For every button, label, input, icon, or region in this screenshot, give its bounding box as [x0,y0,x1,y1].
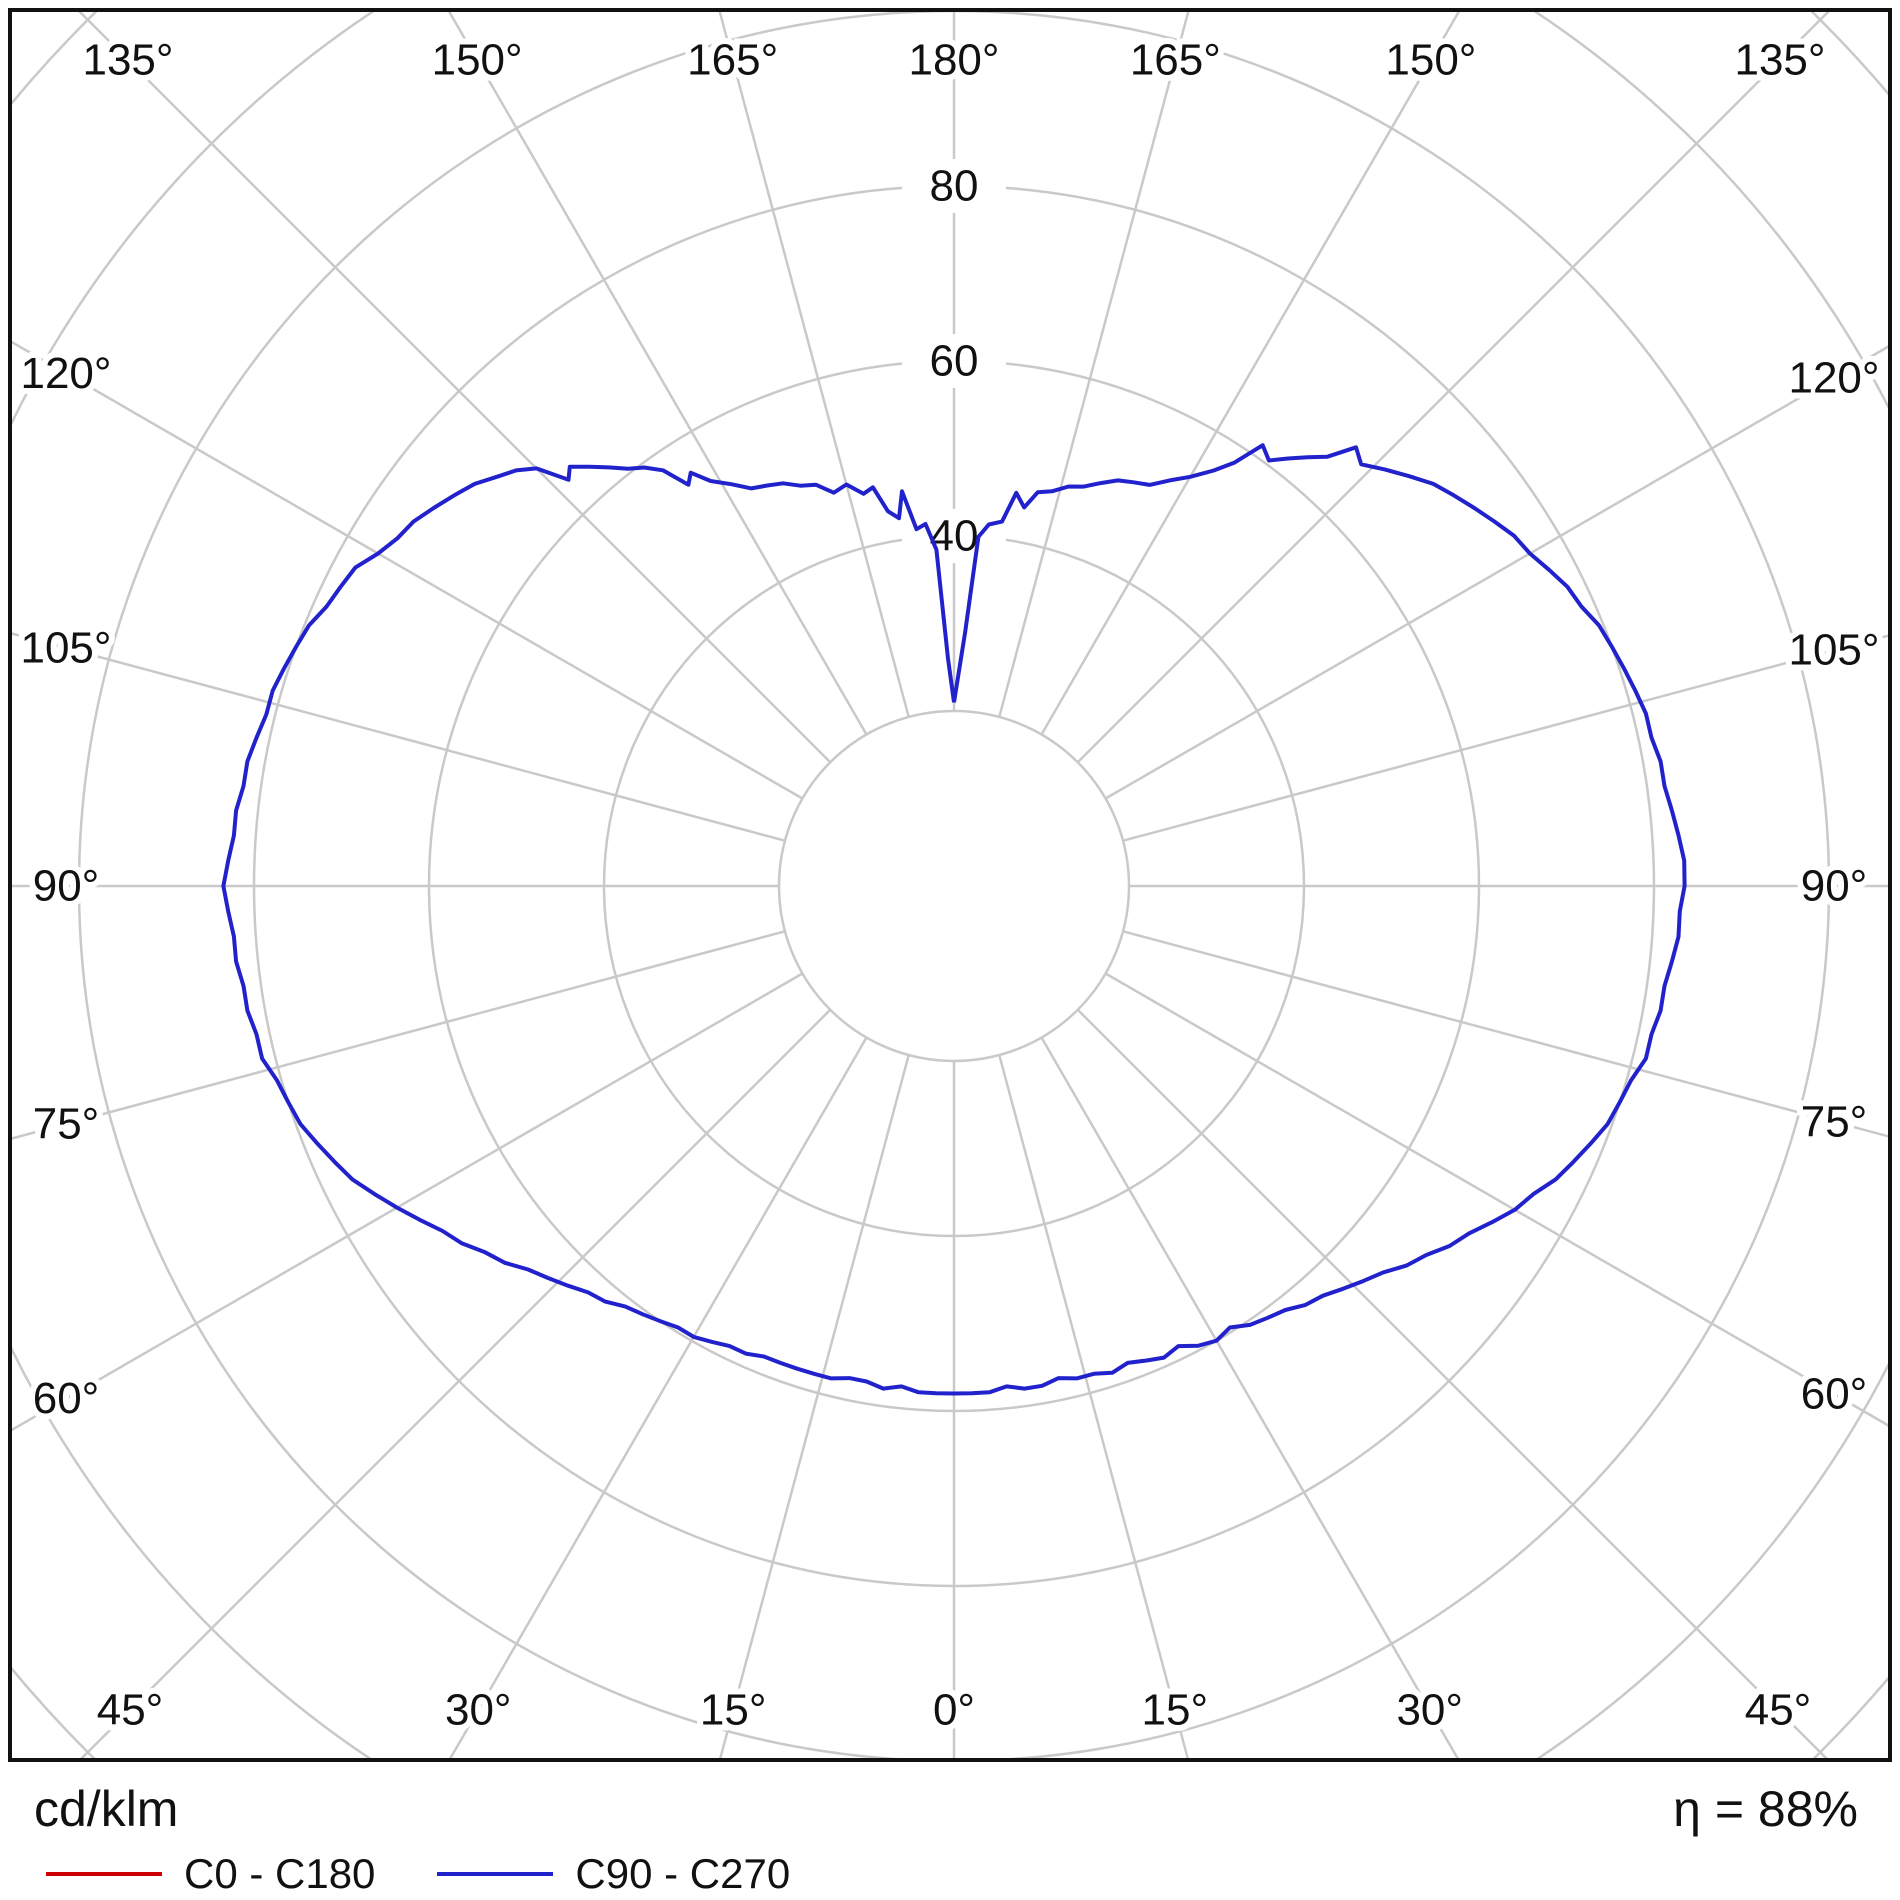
grid-spoke-105-right [1122,634,1888,842]
grid-spoke-120-right [1104,345,1888,800]
grid-spoke-60-right [1104,972,1888,1427]
footer: cd/klm η = 88% C0 - C180 C90 - C270 [8,1762,1892,1900]
grid-spoke-165-left [718,12,910,718]
angle-label-45-left: 45° [97,1686,164,1735]
grid-spoke-75-right [1122,930,1888,1138]
footer-row: cd/klm η = 88% [8,1762,1892,1838]
angle-label-135-right: 135° [1734,36,1825,85]
angle-label-60-right: 60° [1801,1370,1868,1419]
grid-spoke-60-left [12,972,804,1432]
unit-label: cd/klm [34,1781,179,1837]
angle-label-15-left: 15° [700,1686,767,1735]
grid-spoke-120-left [12,340,804,800]
grid-spoke-15-left [719,1054,910,1758]
angle-label-60-left: 60° [33,1374,100,1423]
polar-plot-box: 40 60 80 0° 15° 15° 30° 30° 45° 45° 60° 60° 75° 75° 90… [8,8,1892,1762]
ring-label-80: 80 [930,162,979,211]
angle-label-105-left: 105° [20,624,111,673]
legend-label-c0-c180: C0 - C180 [184,1850,376,1897]
grid-spoke-45-left [80,1008,832,1758]
grid-spoke-150-left [447,12,868,736]
grid-spoke-30-left [449,1036,868,1758]
angle-label-15-right: 15° [1142,1686,1209,1735]
angle-label-75-left: 75° [33,1099,100,1148]
legend-line-red [46,1872,162,1876]
curve-C90-C270 [221,443,1687,1396]
angle-label-150-right: 150° [1385,36,1476,85]
ring-label-mask-40 [902,509,1006,563]
grid-spoke-135-left [78,12,832,764]
grid-ring-20 [777,709,1131,1063]
angle-label-165-left: 165° [687,36,778,85]
legend-label-c90-c270: C90 - C270 [575,1850,791,1897]
efficiency-label: η = 88% [1673,1781,1858,1837]
grid-spoke-15-right [998,1054,1189,1758]
ring-label-60: 60 [930,337,979,386]
ring-label-mask-60 [902,334,1006,388]
angle-label-0-left: 0° [933,1686,975,1735]
angle-label-90-right: 90° [1801,862,1868,911]
grid-spoke-30-right [1040,1036,1459,1758]
legend-item-c0-c180: C0 - C180 [46,1850,375,1898]
angle-label-150-left: 150° [432,36,523,85]
angle-label-30-left: 30° [445,1686,512,1735]
legend-item-c90-c270: C90 - C270 [437,1850,790,1898]
angle-label-30-right: 30° [1396,1686,1463,1735]
angle-label-135-left: 135° [82,36,173,85]
grid-spoke-45-right [1076,1008,1828,1758]
legend: C0 - C180 C90 - C270 [46,1850,1892,1898]
grid-spoke-75-left [12,930,786,1140]
legend-line-blue [437,1872,554,1876]
angle-label-90-left: 90° [33,862,100,911]
angle-label-120-left: 120° [20,349,111,398]
grid-spoke-165-right [998,12,1190,718]
ring-label-mask-80 [902,159,1006,213]
angle-label-180-left: 180° [908,36,999,85]
angle-label-105-right: 105° [1788,626,1879,675]
angle-label-45-right: 45° [1745,1686,1812,1735]
grid-spoke-105-left [12,632,786,842]
grid-spoke-135-right [1076,12,1830,764]
angle-label-165-right: 165° [1130,36,1221,85]
angle-label-75-right: 75° [1801,1097,1868,1146]
grid-spoke-150-right [1040,12,1461,736]
angle-label-120-right: 120° [1788,353,1879,402]
